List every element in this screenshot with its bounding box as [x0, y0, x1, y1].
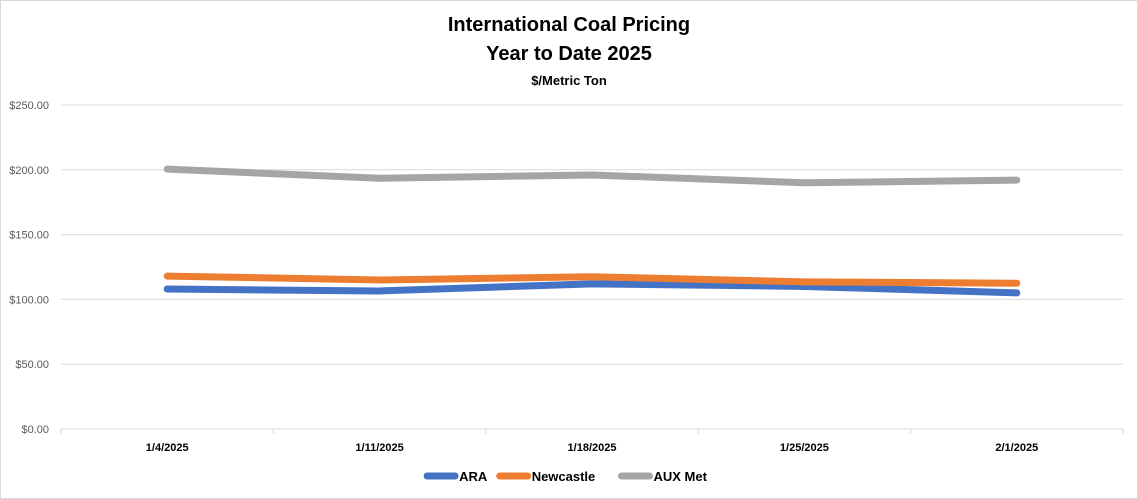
chart-title: International Coal Pricing: [447, 14, 691, 36]
x-tick-label: 1/11/2025: [355, 442, 403, 454]
chart-subtitle: Year to Date 2025: [486, 43, 652, 65]
x-tick-label: 1/4/2025: [146, 442, 189, 454]
series-line-ara: [163, 280, 1021, 297]
legend-label: AUX Met: [654, 469, 708, 484]
legend-label: Newcastle: [532, 469, 596, 484]
y-tick-label: $0.00: [21, 424, 49, 436]
y-tick-label: $200.00: [9, 165, 49, 177]
x-tick-label: 1/25/2025: [780, 442, 829, 454]
series-line-newcastle: [163, 272, 1021, 287]
chart-units: $/Metric Ton: [531, 73, 607, 88]
y-tick-label: $100.00: [9, 294, 49, 306]
y-tick-label: $50.00: [15, 359, 49, 371]
x-tick-label: 2/1/2025: [995, 442, 1038, 454]
y-tick-label: $150.00: [9, 230, 49, 242]
y-tick-label: $250.00: [9, 100, 49, 112]
legend-label: ARA: [459, 469, 488, 484]
series-line-aux-met: [163, 165, 1021, 187]
x-tick-label: 1/18/2025: [568, 442, 617, 454]
